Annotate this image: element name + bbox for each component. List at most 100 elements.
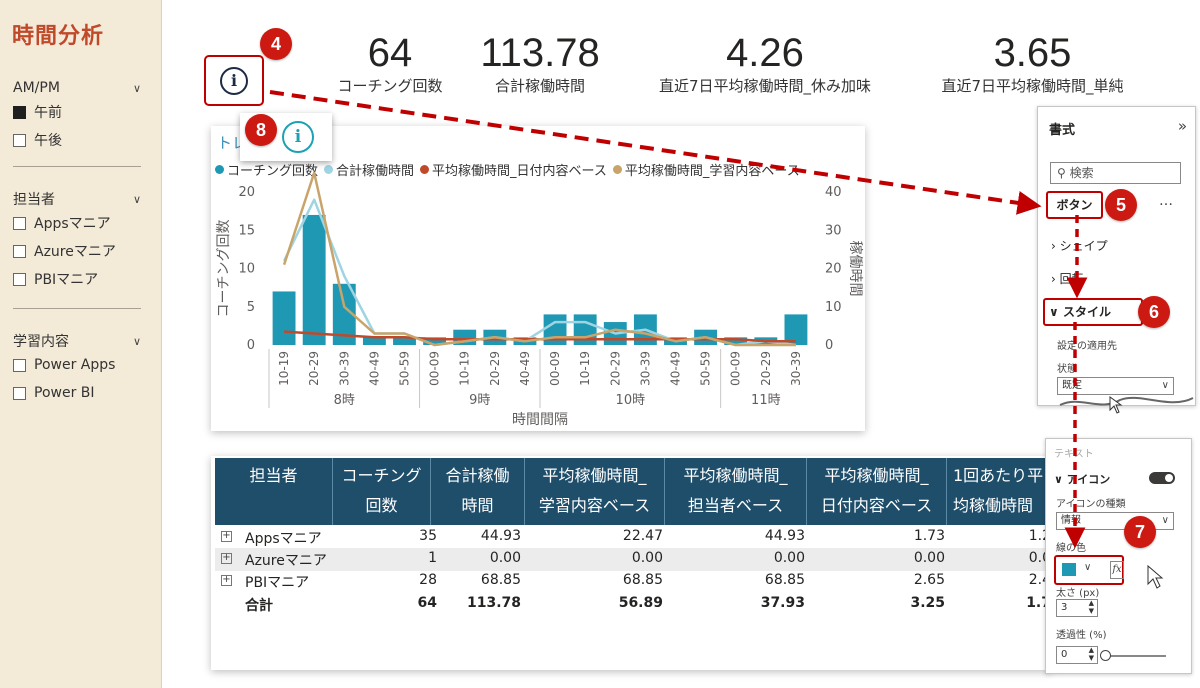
slicer-option-label: Azureマニア [34,244,116,260]
x-tick-label: 00-09 [548,351,562,386]
state-dropdown[interactable]: 既定 ∨ [1057,377,1174,395]
search-icon: ⚲ [1057,166,1066,180]
info-icon: i [220,66,248,95]
slicer-header[interactable]: AM/PM ∨ [13,78,141,98]
fx-icon[interactable]: fx [1110,561,1124,579]
checkbox[interactable] [13,133,26,147]
cell: 0.00 [773,550,805,566]
cell: 113.78 [466,595,521,611]
slicer-option[interactable]: PBIマニア [13,265,141,293]
table-row[interactable]: + Azureマニア 1 0.00 0.00 0.00 0.00 0.0 [215,548,1051,571]
cell: 1 [428,550,437,566]
y-left-tick-label: 15 [238,223,255,238]
checkbox[interactable] [13,244,26,258]
section-rotation[interactable]: › 回転 [1051,270,1084,287]
x-group-label: 11時 [751,393,781,408]
slicer-option[interactable]: Azureマニア [13,237,141,265]
table-header: 担当者 コーチング 回数 合計稼働 時間 平均稼働時間_ 学習内容ベース 平均稼働時間… [215,458,1051,525]
table-row[interactable]: + PBIマニア 28 68.85 68.85 68.85 2.65 2.4 [215,570,1051,593]
slicer-option[interactable]: Appsマニア [13,209,141,237]
format-pane: 書式 » ⚲ 検索 ボタン … › シェイプ › 回転 ∨ スタイル 設定の適用… [1037,106,1196,406]
summary-table: 担当者 コーチング 回数 合計稼働 時間 平均稼働時間_ 学習内容ベース 平均稼働時間… [211,456,1051,670]
x-tick-label: 30-39 [638,351,652,386]
column-header[interactable]: コーチング 回数 [333,458,431,525]
cell: 2.65 [913,572,945,588]
column-header[interactable]: 1回あたり平 均稼働時間 [947,458,1051,525]
transparency-slider-track[interactable] [1106,655,1166,657]
cell-owner: Appsマニア [245,531,322,547]
slicer-option[interactable]: Power BI [13,379,141,407]
cell: 35 [419,528,437,544]
format-pane-title: 書式 [1049,123,1076,138]
transparency-slider-knob[interactable] [1100,650,1111,661]
section-shape[interactable]: › シェイプ [1051,237,1108,254]
pane-search-input[interactable]: ⚲ 検索 [1050,162,1181,184]
table-row[interactable]: + Appsマニア 35 44.93 22.47 44.93 1.73 1.2 [215,526,1051,549]
x-axis-title: 時間間隔 [512,412,568,428]
search-placeholder: 検索 [1069,166,1094,180]
chevron-down-icon[interactable]: ∨ [132,334,141,348]
checkbox[interactable] [13,216,26,230]
chevron-down-icon[interactable]: ∨ [132,192,141,206]
x-group-label: 10時 [616,393,646,408]
more-options-icon[interactable]: … [1159,193,1173,209]
line-color-label: 線の色 [1056,543,1086,554]
cell: 0.00 [913,550,945,566]
header-line: 1回あたり平 [953,466,1044,485]
color-swatch[interactable] [1062,563,1076,576]
page-title: 時間分析 [12,24,105,49]
checkbox[interactable] [13,272,26,286]
expand-icon[interactable]: + [221,530,232,542]
header-line: 担当者 [249,466,298,485]
line-color-picker[interactable]: ∨ fx [1054,555,1124,585]
checkbox[interactable] [13,386,26,400]
kpi-label: 直近7日平均稼働時間_休み加味 [658,77,872,95]
section-icon[interactable]: ∨ アイコン [1054,471,1110,487]
trend-chart[interactable]: トレン コーチング回数 合計稼働時間 平均稼働時間_日付内容ベース 平均稼働時間… [211,126,865,431]
step-badge-4: 4 [260,28,292,60]
chevron-down-icon[interactable]: ∨ [1084,562,1092,573]
icon-type-dropdown[interactable]: 情報 ∨ [1056,512,1174,530]
expand-icon[interactable]: + [221,552,232,564]
x-group-label: 8時 [334,393,355,408]
chevron-down-icon: ∨ [1054,473,1063,486]
cell: 56.89 [618,595,663,611]
tab-button-format[interactable]: ボタン [1046,191,1103,219]
collapse-pane-icon[interactable]: » [1177,117,1187,135]
chevron-down-icon[interactable]: ∨ [132,81,141,95]
expand-icon[interactable]: + [221,574,232,586]
icon-toggle[interactable] [1149,472,1175,484]
y-left-tick-label: 0 [247,338,255,353]
y-right-tick-label: 10 [825,300,842,315]
slicer-option-label: Power Apps [34,357,116,373]
column-header[interactable]: 平均稼働時間_ 担当者ベース [665,458,807,525]
section-style[interactable]: ∨ スタイル [1043,298,1143,326]
info-button[interactable]: i [204,55,264,106]
checkbox[interactable] [13,358,26,372]
y-right-tick-label: 30 [825,223,842,238]
chevron-down-icon: ∨ [1161,515,1169,526]
column-header[interactable]: 合計稼働 時間 [431,458,525,525]
spinner-arrows-icon[interactable]: ▲ ▼ [1088,646,1094,662]
spinner-arrows-icon[interactable]: ▲ ▼ [1088,599,1094,615]
column-header[interactable]: 平均稼働時間_ 日付内容ベース [807,458,947,525]
column-header[interactable]: 平均稼働時間_ 学習内容ベース [525,458,665,525]
checkbox[interactable] [13,105,26,119]
slicer-header[interactable]: 担当者 ∨ [13,189,141,209]
bar [332,283,356,345]
width-spinner[interactable]: 3 ▲ ▼ [1056,599,1098,617]
slicer-option[interactable]: 午前 [13,98,141,126]
slicer-option-label: PBIマニア [34,272,99,288]
legend-marker [215,165,224,174]
transparency-spinner[interactable]: 0 ▲ ▼ [1056,646,1098,664]
column-header[interactable]: 担当者 [215,458,333,525]
slicer-header[interactable]: 学習内容 ∨ [13,331,141,351]
step-badge-7: 7 [1124,516,1156,548]
slicer-option-label: Appsマニア [34,216,111,232]
slicer-option[interactable]: Power Apps [13,351,141,379]
slicer-owner: 担当者 ∨ Appsマニア Azureマニア PBIマニア [13,189,141,293]
bar [302,214,326,345]
transparency-label: 透過性 (%) [1056,630,1107,641]
slicer-option[interactable]: 午後 [13,126,141,154]
width-label: 太さ (px) [1056,588,1100,599]
